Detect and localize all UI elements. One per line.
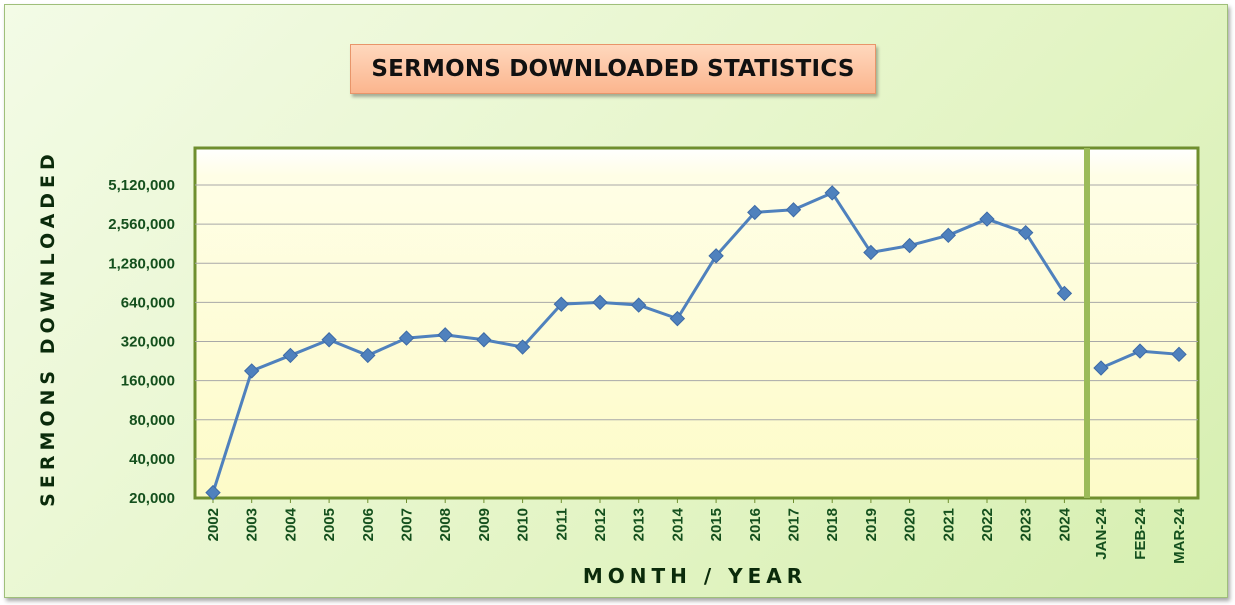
chart-title-box: SERMONS DOWNLOADED STATISTICS: [350, 44, 876, 94]
x-tick-label: 2004: [282, 507, 299, 541]
data-point-marker: [553, 296, 570, 312]
data-point-marker: [747, 204, 763, 221]
x-tick-label: JAN-24: [1093, 507, 1110, 559]
y-tick-label: 1,280,000: [108, 255, 175, 272]
data-point-marker: [863, 244, 879, 261]
y-tick-label: 320,000: [121, 334, 175, 351]
data-point-marker: [282, 347, 299, 364]
x-tick-label: 2019: [863, 508, 880, 541]
x-tick-label: 2024: [1056, 507, 1073, 541]
x-tick-label: 2018: [824, 508, 841, 541]
x-tick-label: 2005: [321, 508, 338, 541]
data-point-marker: [1017, 224, 1034, 241]
y-tick-label: 640,000: [121, 294, 175, 311]
data-point-marker: [979, 211, 995, 227]
data-point-marker: [398, 330, 415, 346]
x-tick-label: 2002: [205, 508, 222, 541]
data-point-marker: [669, 310, 686, 327]
x-tick-label: 2008: [437, 508, 454, 541]
y-tick-label: 40,000: [129, 451, 175, 468]
x-tick-label: 2017: [786, 508, 803, 541]
x-tick-label: FEB-24: [1132, 507, 1149, 559]
data-point-marker: [592, 294, 608, 311]
y-tick-label: 20,000: [129, 490, 175, 507]
chart-title: SERMONS DOWNLOADED STATISTICS: [371, 56, 855, 82]
x-tick-label: 2010: [515, 508, 532, 541]
data-point-marker: [1056, 285, 1073, 302]
x-tick-label: 2020: [902, 508, 919, 541]
x-tick-label: 2011: [553, 508, 570, 541]
x-tick-label: 2006: [360, 508, 377, 541]
x-tick-label: 2021: [940, 508, 957, 541]
x-tick-label: 2023: [1018, 508, 1035, 541]
x-tick-label: 2014: [669, 507, 686, 541]
x-tick-label: MAR-24: [1171, 507, 1188, 563]
plot-area: [193, 146, 1200, 500]
data-point-marker: [901, 237, 918, 254]
data-point-marker: [1171, 346, 1187, 363]
data-point-marker: [940, 227, 957, 244]
data-point-marker: [205, 484, 221, 501]
x-tick-label: 2007: [399, 508, 416, 541]
y-tick-label: 160,000: [121, 373, 175, 390]
data-point-marker: [630, 297, 647, 313]
data-point-marker: [243, 363, 260, 379]
data-point-marker: [360, 347, 376, 364]
x-tick-label: 2022: [979, 508, 996, 541]
x-tick-label: 2013: [631, 508, 648, 541]
x-tick-label: 2012: [592, 508, 609, 541]
x-axis-label: MONTH / YEAR: [582, 564, 808, 588]
data-point-marker: [824, 185, 840, 201]
y-tick-label: 80,000: [129, 412, 175, 429]
y-axis-label: SERMONS DOWNLOADED: [37, 149, 59, 507]
data-point-marker: [321, 332, 337, 348]
data-point-marker: [514, 339, 531, 355]
data-point-marker: [1132, 343, 1148, 359]
x-tick-label: 2016: [747, 508, 764, 541]
data-point-marker: [708, 248, 724, 264]
data-point-marker: [785, 202, 802, 218]
data-point-marker: [1093, 360, 1109, 376]
y-tick-label: 5,120,000: [108, 177, 175, 194]
y-tick-label: 2,560,000: [108, 216, 175, 233]
data-point-marker: [476, 332, 492, 348]
x-tick-label: 2015: [708, 508, 725, 541]
data-point-marker: [437, 327, 453, 343]
x-tick-label: 2003: [244, 508, 261, 541]
x-tick-label: 2009: [476, 508, 493, 541]
